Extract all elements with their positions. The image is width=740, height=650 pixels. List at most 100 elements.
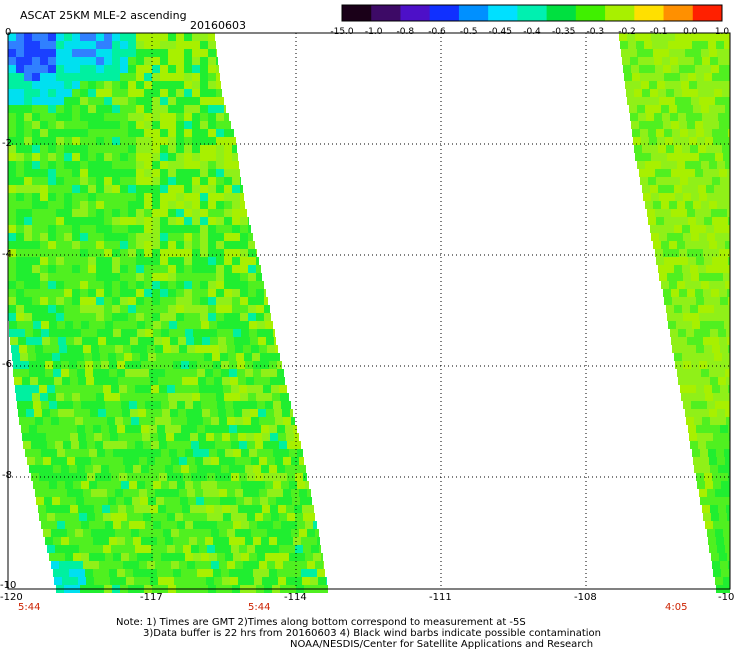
swath-cell [81,481,89,489]
swath-cell [697,137,705,145]
swath-cell [208,297,216,305]
swath-cell [257,521,265,529]
swath-cell [67,561,75,569]
swath-cell [232,305,240,313]
swath-cell [48,49,56,57]
swath-cell [675,361,683,369]
colorbar-frame [341,4,723,22]
swath-cell [727,209,730,217]
swath-cell [113,521,121,529]
swath-cell [619,33,627,41]
swath-cell [216,281,224,289]
swath-cell [64,49,72,57]
swath-cell [112,193,120,201]
swath-cell [32,97,40,105]
swath-cell [200,177,208,185]
swath-cell [275,457,283,465]
swath-cell [45,537,53,545]
swath-cell [129,329,137,337]
swath-cell [144,313,152,321]
swath-cell [192,273,200,281]
swath-cell [248,289,256,297]
swath-cell [96,241,104,249]
swath-cell [136,305,144,313]
swath-cell [237,465,245,473]
swath-cell [208,249,216,257]
swath-cell [184,81,192,89]
swath-cell [96,105,104,113]
swath-cell [77,569,85,577]
swath-cell [40,233,48,241]
swath-cell [291,489,299,497]
swath-cell [31,441,39,449]
swath-cell [154,409,162,417]
swath-cell [303,545,311,553]
swath-cell [55,513,63,521]
swath-cell [317,569,325,577]
swath-cell [698,225,706,233]
swath-cell [176,193,184,201]
swath-cell [711,249,719,257]
swath-cell [183,513,191,521]
swath-cell [192,33,200,41]
swath-cell [101,425,109,433]
swath-cell [664,257,672,265]
swath-cell [37,425,45,433]
swath-cell [234,409,242,417]
swath-cell [18,409,26,417]
swath-cell [24,169,32,177]
swath-cell [182,505,190,513]
swath-cell [96,33,104,41]
swath-cell [265,521,273,529]
swath-cell [206,577,214,585]
swath-cell [94,577,102,585]
swath-cell [128,121,136,129]
swath-cell [192,225,200,233]
swath-cell [728,129,730,137]
swath-cell [145,329,153,337]
swath-cell [219,529,227,537]
swath-cell [117,369,125,377]
swath-cell [113,329,121,337]
swath-cell [56,265,64,273]
swath-cell [660,41,668,49]
swath-cell [704,257,712,265]
swath-cell [176,89,184,97]
swath-cell [662,57,670,65]
swath-cell [62,505,70,513]
swath-cell [165,569,173,577]
swath-cell [211,529,219,537]
swath-cell [109,425,117,433]
swath-cell [72,257,80,265]
swath-cell [152,161,160,169]
swath-cell [713,521,721,529]
swath-cell [136,41,144,49]
swath-cell [184,209,192,217]
swath-cell [288,393,289,401]
swath-cell [144,297,152,305]
swath-cell [40,193,48,201]
swath-cell [96,65,104,73]
swath-cell [232,233,240,241]
swath-cell [39,473,47,481]
swath-cell [205,425,213,433]
swath-cell [128,105,136,113]
swath-cell [183,473,191,481]
swath-cell [712,297,720,305]
swath-cell [104,249,112,257]
swath-cell [137,449,145,457]
swath-cell [81,449,89,457]
swath-cell [88,193,96,201]
swath-cell [168,233,176,241]
swath-cell [215,513,223,521]
swath-cell [626,89,634,97]
swath-cell [172,353,180,361]
swath-cell [283,561,291,569]
swath-cell [48,145,56,153]
swath-cell [99,529,107,537]
swath-cell [176,273,184,281]
swath-cell [717,201,725,209]
swath-cell [663,249,671,257]
swath-cell [109,465,117,473]
swath-cell [650,145,658,153]
